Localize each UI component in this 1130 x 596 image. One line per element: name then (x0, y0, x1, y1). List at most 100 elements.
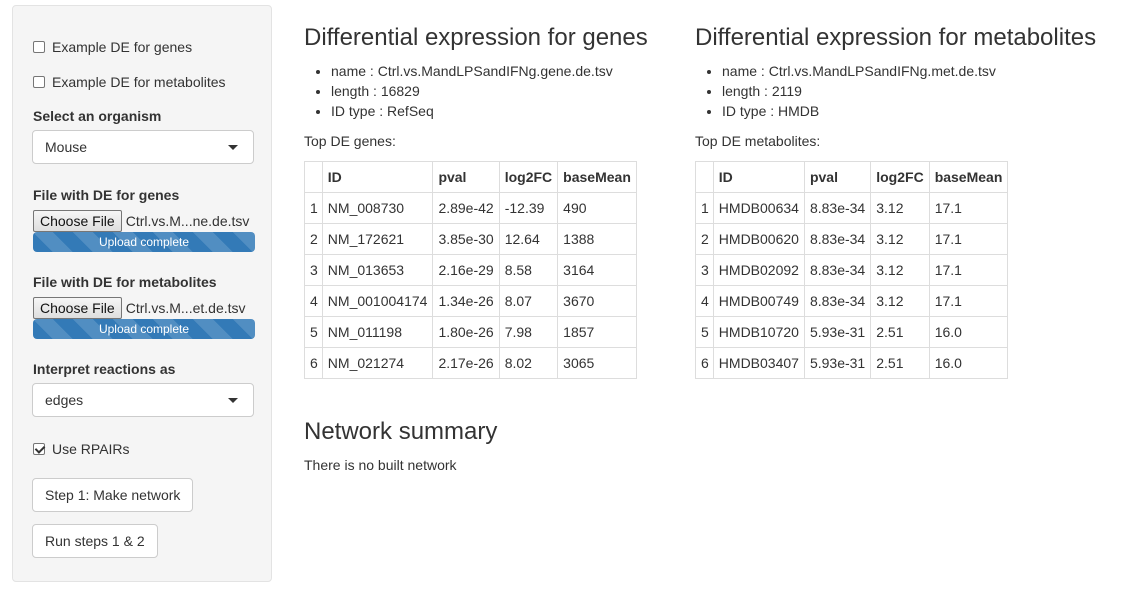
reactions-select[interactable]: edges (32, 383, 254, 417)
table-cell: 490 (557, 192, 637, 224)
metabolites-table-header: ID pval log2FC baseMean (695, 161, 1009, 193)
metabolites-choose-file-button[interactable]: Choose File (33, 297, 122, 319)
genes-info-name: name : Ctrl.vs.MandLPSandIFNg.gene.de.ts… (331, 61, 613, 81)
table-cell: 17.1 (928, 254, 1009, 286)
table-cell: 8.83e-34 (803, 254, 872, 286)
table-row: 1 NM_008730 2.89e-42 -12.39 490 (304, 192, 637, 224)
table-cell: HMDB03407 (712, 347, 805, 379)
table-cell: HMDB00634 (712, 192, 805, 224)
table-cell: 2 (304, 223, 323, 255)
table-cell: HMDB00620 (712, 223, 805, 255)
metabolites-col-header: baseMean (928, 161, 1009, 193)
example-genes-checkbox-row[interactable]: Example DE for genes (33, 39, 192, 55)
genes-choose-file-button[interactable]: Choose File (33, 210, 122, 232)
metabolites-info-idtype: ID type : HMDB (722, 101, 996, 121)
table-cell: 5.93e-31 (803, 347, 872, 379)
table-row: 2 HMDB00620 8.83e-34 3.12 17.1 (695, 223, 1009, 255)
metabolites-info-list: name : Ctrl.vs.MandLPSandIFNg.met.de.tsv… (696, 61, 996, 121)
table-cell: 8.58 (498, 254, 559, 286)
example-metabolites-label: Example DE for metabolites (52, 74, 226, 90)
network-summary-title: Network summary (304, 418, 498, 445)
metabolites-col-header (695, 161, 714, 193)
table-cell: 8.02 (498, 347, 559, 379)
genes-section-title: Differential expression for genes (304, 24, 648, 51)
table-cell: 8.83e-34 (803, 192, 872, 224)
table-cell: 6 (304, 347, 323, 379)
metabolites-file-label: File with DE for metabolites (33, 274, 217, 290)
table-cell: 16.0 (928, 347, 1009, 379)
table-cell: 3.12 (870, 254, 930, 286)
table-cell: HMDB00749 (712, 285, 805, 317)
table-cell: 1 (695, 192, 714, 224)
table-cell: NM_008730 (321, 192, 434, 224)
table-cell: 8.07 (498, 285, 559, 317)
table-cell: 3.12 (870, 223, 930, 255)
organism-value: Mouse (45, 139, 88, 155)
metabolites-col-header: pval (803, 161, 872, 193)
table-cell: NM_021274 (321, 347, 434, 379)
table-cell: 2.89e-42 (432, 192, 500, 224)
table-cell: HMDB02092 (712, 254, 805, 286)
genes-file-input[interactable]: Choose File Ctrl.vs.M...ne.de.tsv (33, 210, 249, 232)
run-steps-button[interactable]: Run steps 1 & 2 (32, 524, 158, 558)
table-cell: 17.1 (928, 285, 1009, 317)
table-cell: HMDB10720 (712, 316, 805, 348)
table-cell: 5.93e-31 (803, 316, 872, 348)
table-cell: 1388 (557, 223, 637, 255)
chevron-down-icon (228, 398, 238, 403)
organism-label: Select an organism (33, 108, 162, 124)
table-row: 6 NM_021274 2.17e-26 8.02 3065 (304, 347, 637, 379)
table-cell: -12.39 (498, 192, 559, 224)
table-cell: 17.1 (928, 223, 1009, 255)
table-row: 2 NM_172621 3.85e-30 12.64 1388 (304, 223, 637, 255)
table-cell: NM_011198 (321, 316, 434, 348)
table-cell: 2 (695, 223, 714, 255)
metabolites-info-length: length : 2119 (722, 81, 996, 101)
table-cell: 2.51 (870, 316, 930, 348)
reactions-value: edges (45, 392, 84, 408)
genes-info-length: length : 16829 (331, 81, 613, 101)
table-cell: 3 (304, 254, 323, 286)
rpairs-label: Use RPAIRs (52, 441, 130, 457)
rpairs-checkbox[interactable] (33, 443, 45, 455)
table-cell: 3.12 (870, 192, 930, 224)
example-metabolites-checkbox-row[interactable]: Example DE for metabolites (33, 74, 226, 90)
metabolites-file-input[interactable]: Choose File Ctrl.vs.M...et.de.tsv (33, 297, 246, 319)
table-row: 3 NM_013653 2.16e-29 8.58 3164 (304, 254, 637, 286)
genes-upload-status: Upload complete (98, 235, 190, 249)
table-row: 5 HMDB10720 5.93e-31 2.51 16.0 (695, 316, 1009, 348)
table-cell: 7.98 (498, 316, 559, 348)
table-cell: 1 (304, 192, 323, 224)
metabolites-col-header: ID (712, 161, 805, 193)
table-cell: 3065 (557, 347, 637, 379)
table-cell: 16.0 (928, 316, 1009, 348)
table-cell: NM_001004174 (321, 285, 434, 317)
rpairs-checkbox-row[interactable]: Use RPAIRs (33, 441, 130, 457)
chevron-down-icon (228, 145, 238, 150)
table-row: 4 NM_001004174 1.34e-26 8.07 3670 (304, 285, 637, 317)
metabolites-top-label: Top DE metabolites: (695, 133, 821, 149)
example-metabolites-checkbox[interactable] (33, 76, 45, 88)
table-cell: 5 (304, 316, 323, 348)
table-cell: 3.85e-30 (432, 223, 500, 255)
genes-col-header (304, 161, 323, 193)
genes-col-header: log2FC (498, 161, 559, 193)
table-cell: 1.80e-26 (432, 316, 500, 348)
table-cell: 12.64 (498, 223, 559, 255)
genes-col-header: ID (321, 161, 434, 193)
table-row: 5 NM_011198 1.80e-26 7.98 1857 (304, 316, 637, 348)
reactions-label: Interpret reactions as (33, 361, 176, 377)
genes-file-label: File with DE for genes (33, 187, 180, 203)
example-genes-label: Example DE for genes (52, 39, 193, 55)
sidebar-panel: Example DE for genes Example DE for meta… (12, 5, 272, 582)
step1-make-network-button[interactable]: Step 1: Make network (32, 478, 194, 512)
table-cell: NM_172621 (321, 223, 434, 255)
genes-col-header: baseMean (557, 161, 637, 193)
table-cell: 3164 (557, 254, 637, 286)
genes-info-idtype: ID type : RefSeq (331, 101, 613, 121)
table-cell: 6 (695, 347, 714, 379)
example-genes-checkbox[interactable] (33, 41, 45, 53)
table-row: 6 HMDB03407 5.93e-31 2.51 16.0 (695, 347, 1009, 379)
organism-select[interactable]: Mouse (32, 130, 254, 164)
metabolites-table: ID pval log2FC baseMean 1 HMDB00634 8.83e-34 3… (695, 161, 1009, 379)
